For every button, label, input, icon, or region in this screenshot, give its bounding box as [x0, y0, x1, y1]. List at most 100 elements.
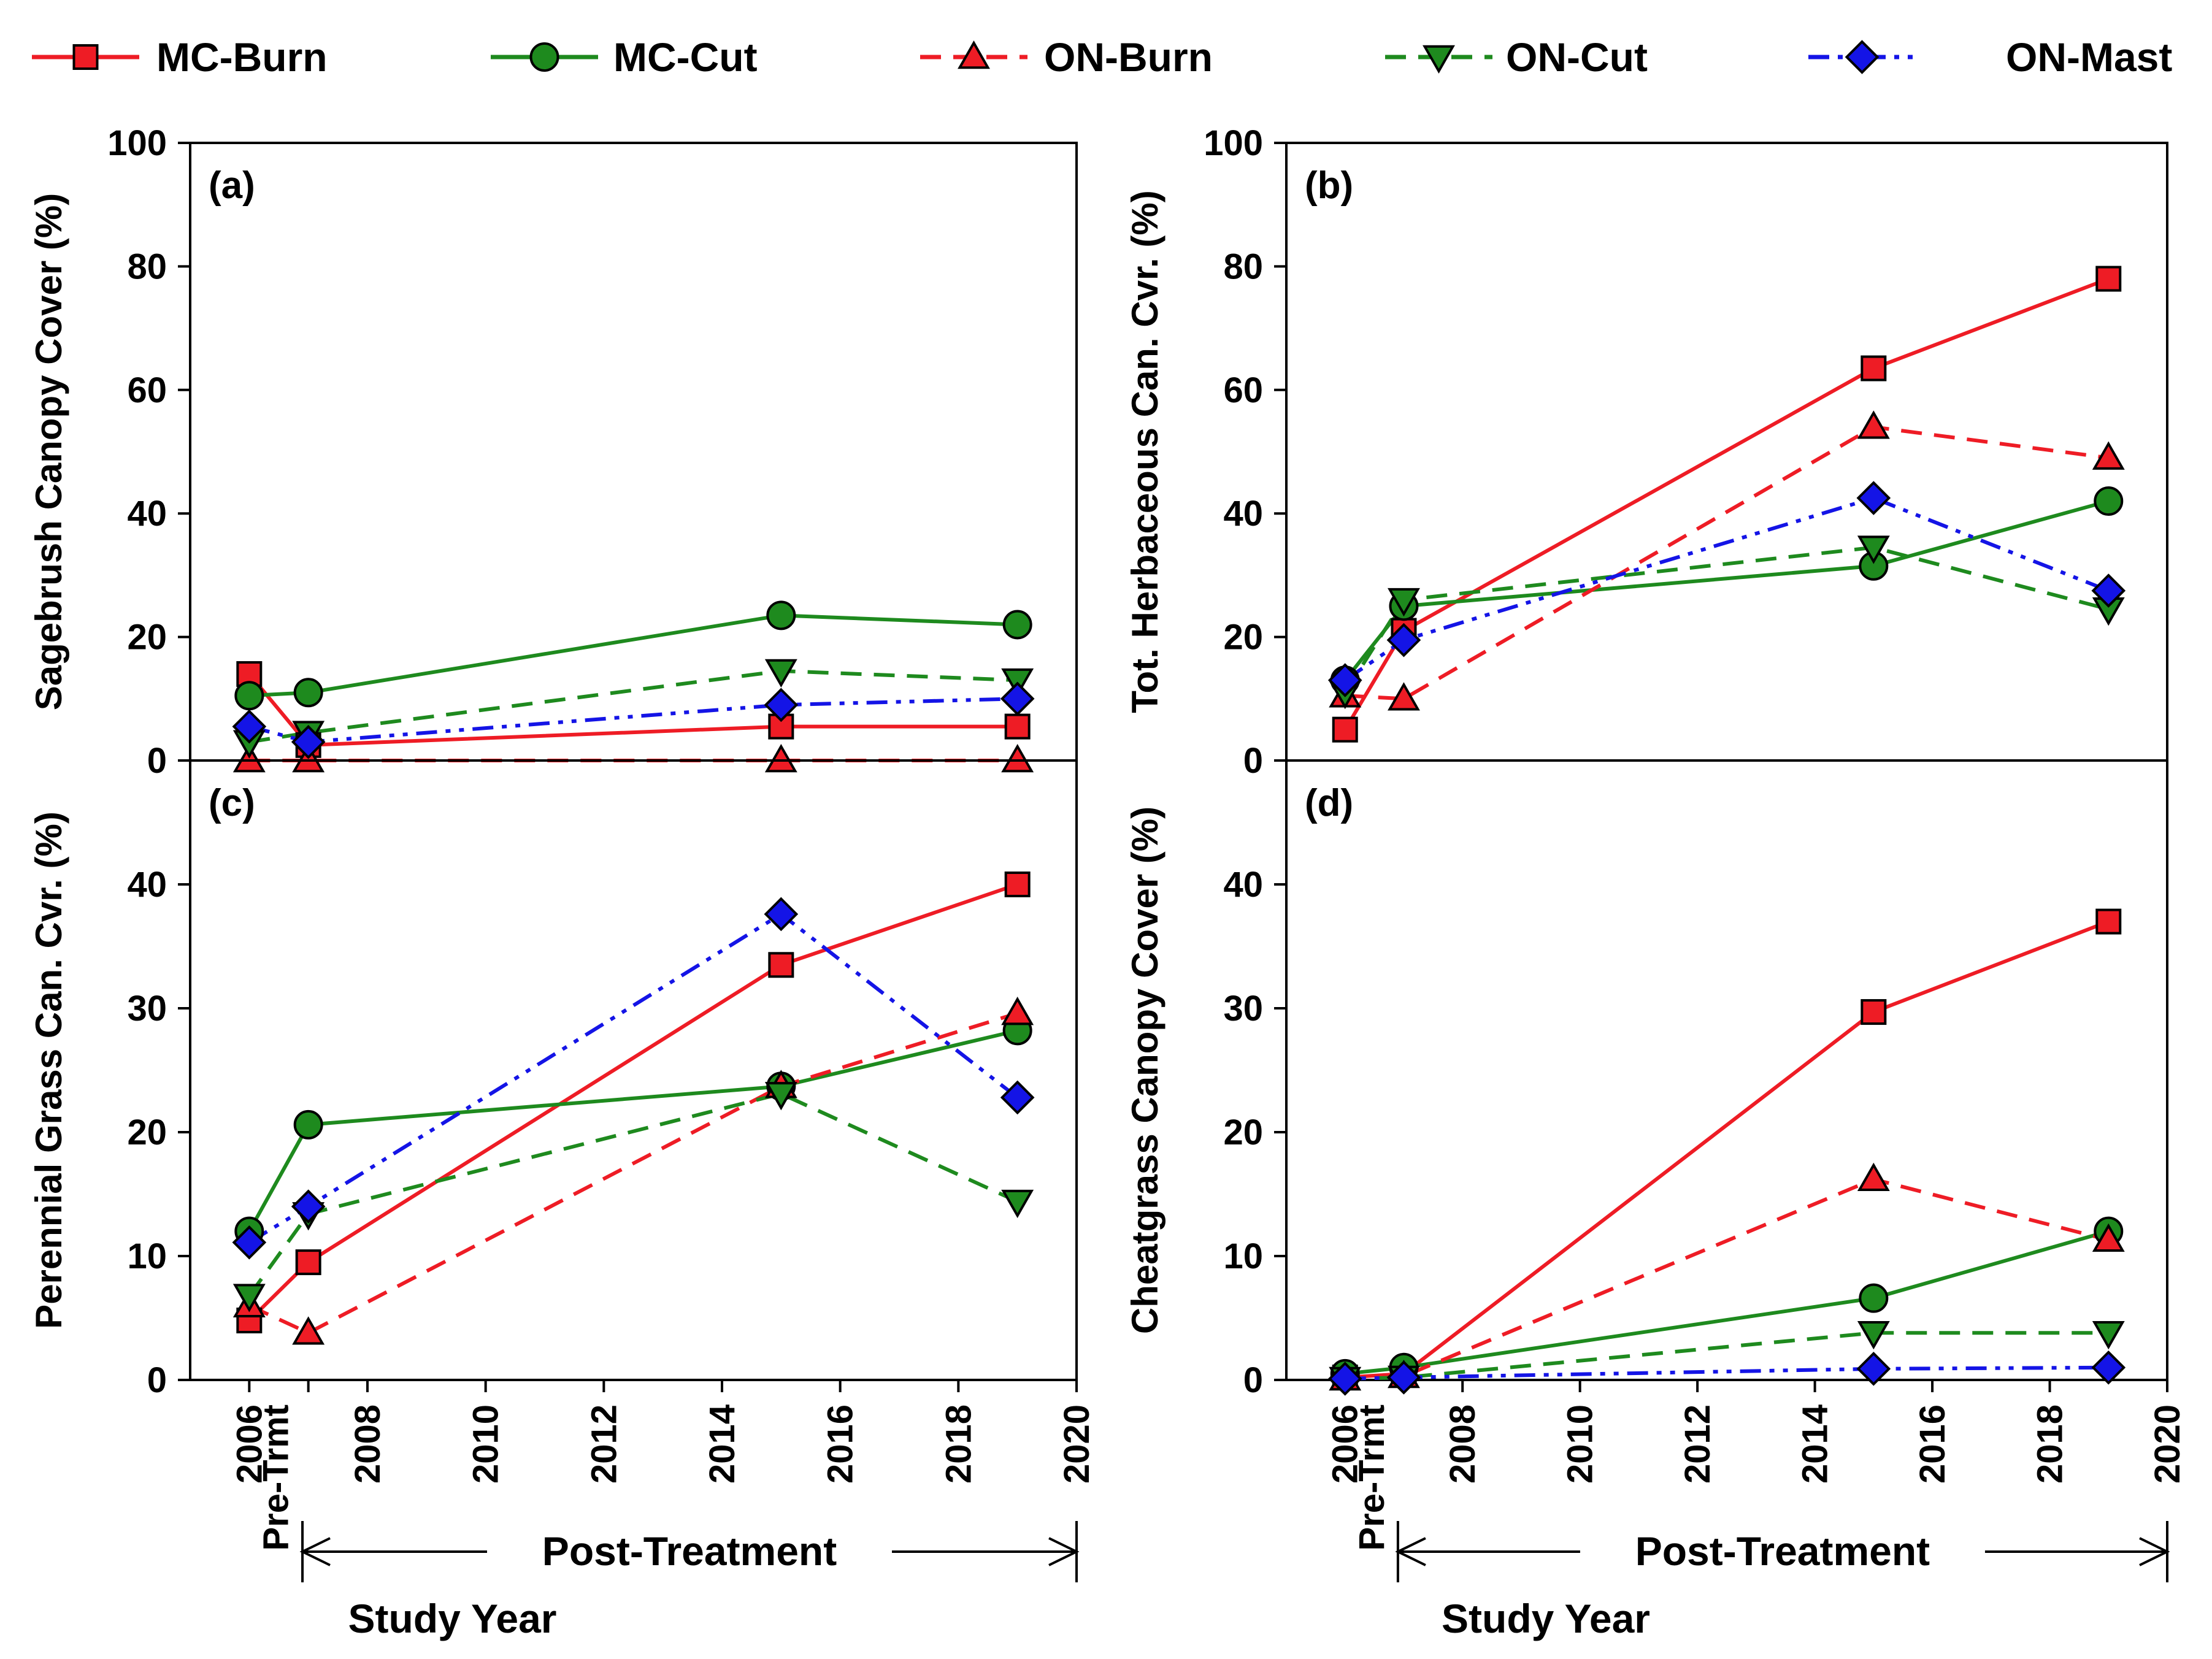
data-point-on-mast [2091, 573, 2126, 608]
x-tick-label: 2010 [466, 1404, 506, 1484]
y-axis-title: Perennial Grass Can. Cvr. (%) [28, 811, 69, 1329]
series-line-mc-burn [248, 883, 1018, 1322]
data-point-mc-cut [293, 1109, 323, 1140]
y-tick-label: 80 [127, 247, 167, 286]
data-point-on-burn [2092, 1223, 2125, 1252]
y-tick-label: 20 [127, 618, 167, 657]
y-tick-label: 10 [1223, 1236, 1263, 1276]
plot-frame [1285, 759, 2168, 1381]
data-point-on-burn [1857, 1162, 1890, 1192]
data-point-on-mast [1327, 1362, 1362, 1396]
legend-entry-on-mast: ON-Mast [1808, 34, 2172, 80]
panel-a: 0 20 40 60 80 100 Sagebrush Canopy Cover (%) (a… [28, 123, 1078, 781]
data-point-on-mast [1856, 1351, 1891, 1386]
y-axis-title: Sagebrush Canopy Cover (%) [28, 193, 69, 711]
x-tick-label: 2008 [348, 1404, 388, 1484]
x-axis-annotations-right: Pre-Trmt Post-Treatment Study Year [1352, 1404, 2170, 1641]
panel-label: (a) [209, 164, 255, 207]
data-point-on-cut [232, 1284, 266, 1312]
data-point-on-mast [291, 1189, 326, 1224]
data-point-mc-burn [295, 1249, 321, 1276]
post-treatment-label: Post-Treatment [1635, 1528, 1930, 1574]
y-tick-label: 0 [1243, 741, 1263, 781]
data-point-on-mast [1856, 481, 1891, 515]
data-point-on-burn [1001, 997, 1034, 1025]
series-line-on-mast [248, 912, 1019, 1244]
panel-label: (c) [209, 782, 255, 824]
x-tick-label: 2020 [2148, 1404, 2187, 1484]
plot-frame [189, 142, 1078, 762]
series-line-on-mast [1344, 496, 2110, 682]
data-point-on-cut [1001, 1189, 1034, 1219]
data-point-on-cut [1857, 535, 1890, 564]
legend-label: MC-Burn [156, 34, 328, 80]
y-tick-label: 20 [1223, 618, 1263, 657]
x-tick-label: 2020 [1057, 1404, 1097, 1484]
legend-entry-on-burn: ON-Burn [920, 34, 1213, 80]
x-tick-label: 2010 [1561, 1404, 1600, 1484]
y-tick-label: 100 [107, 123, 167, 163]
series-line-on-cut [247, 1092, 1018, 1297]
series-line-on-cut [1345, 1331, 2109, 1381]
legend: MC-Burn MC-Cut ON-Burn ON-Cut ON-Mast [32, 34, 2172, 80]
series-line-mc-cut [247, 1029, 1018, 1233]
data-point-on-mast [764, 688, 799, 722]
data-point-on-burn [1388, 682, 1420, 711]
data-point-on-cut [764, 1082, 797, 1111]
series-line-mc-cut [249, 613, 1018, 698]
plot-frame [189, 759, 1078, 1381]
data-point-mc-burn [1332, 716, 1358, 743]
legend-marker [1845, 40, 1880, 74]
data-point-mc-burn [1861, 355, 1887, 381]
data-point-mc-cut [1002, 610, 1032, 640]
data-point-mc-burn [1861, 999, 1887, 1025]
y-tick-label: 40 [127, 494, 167, 534]
data-point-on-mast [232, 709, 267, 744]
x-tick-label: 2014 [702, 1404, 742, 1484]
y-axis-title: Tot. Herbaceous Can. Cvr. (%) [1124, 190, 1166, 713]
y-tick-label: 60 [1223, 370, 1263, 410]
data-point-on-mast [291, 724, 326, 759]
series-line-on-cut [248, 669, 1018, 744]
data-point-on-burn [1857, 410, 1890, 439]
y-tick-label: 0 [1243, 1360, 1263, 1400]
panel-b: 0 20 40 60 80 100 Tot. Herbaceous Can. Cvr. (%… [1124, 123, 2168, 781]
data-point-mc-burn [2095, 908, 2122, 935]
y-tick-label: 30 [1223, 989, 1263, 1029]
x-tick-label: 2014 [1795, 1404, 1835, 1484]
x-axis-title: Study Year [348, 1596, 557, 1641]
y-axis-title: Cheatgrass Canopy Cover (%) [1124, 807, 1166, 1334]
x-tick-label: 2012 [584, 1404, 624, 1484]
data-point-mc-cut [234, 681, 264, 711]
data-point-mc-burn [2095, 266, 2122, 292]
panel-d: 0 10 20 30 40 Cheatgrass Canopy Cover (%) (d) 2… [1124, 759, 2187, 1484]
data-point-on-mast [1386, 623, 1421, 657]
data-point-on-mast [2091, 1350, 2126, 1385]
panel-c: 0 10 20 30 40 Perennial Grass Can. Cvr. (%) (c… [28, 759, 1097, 1484]
x-tick-label: 2006 [229, 1404, 269, 1484]
series-line-mc-burn [1343, 277, 2110, 731]
x-tick-label: 2018 [2030, 1404, 2070, 1484]
arrow-head-right [1048, 1537, 1080, 1566]
x-tick-label: 2018 [939, 1404, 978, 1484]
data-point-on-burn [232, 743, 266, 773]
y-tick-label: 30 [127, 989, 167, 1029]
panel-label: (d) [1305, 782, 1353, 824]
data-point-on-burn [2092, 441, 2125, 470]
series-line-mc-cut [1345, 1229, 2110, 1376]
x-axis-title: Study Year [1442, 1596, 1650, 1641]
arrow-head-left [299, 1537, 331, 1566]
pre-treatment-label: Pre-Trmt [256, 1404, 296, 1551]
data-point-on-cut [2092, 1320, 2125, 1350]
series-line-on-mast [248, 697, 1018, 744]
x-tick-label: 2016 [1913, 1404, 1953, 1484]
y-tick-label: 80 [1223, 247, 1263, 286]
y-tick-label: 40 [127, 865, 167, 905]
y-tick-label: 0 [147, 741, 167, 781]
legend-marker [958, 40, 990, 69]
legend-marker [529, 42, 559, 72]
x-tick-label: 2006 [1326, 1404, 1365, 1484]
legend-entry-mc-burn: MC-Burn [32, 34, 328, 80]
y-tick-label: 20 [127, 1113, 167, 1152]
arrow-head-left [1395, 1537, 1426, 1566]
